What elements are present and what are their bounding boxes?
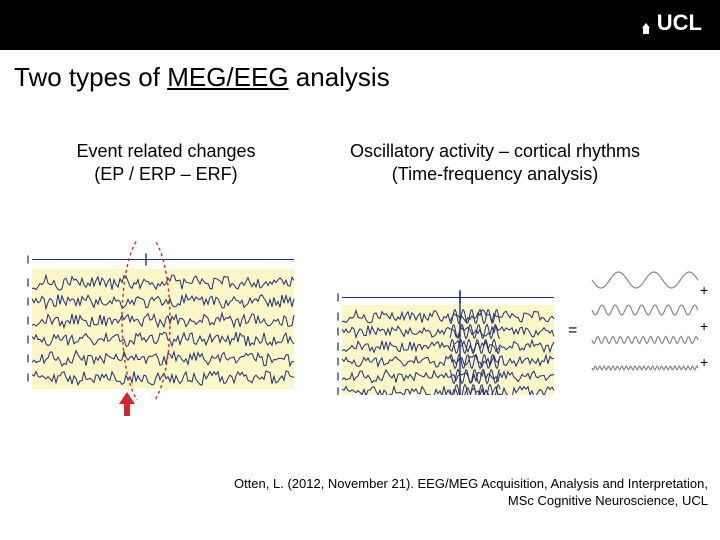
sub-right-2: (Time-frequency analysis) [330, 163, 660, 186]
subtitle-right: Oscillatory activity – cortical rhythms … [330, 140, 660, 185]
plus-1: + [700, 282, 708, 298]
sub-left-2: (EP / ERP – ERF) [36, 163, 296, 186]
event-arrow-icon [116, 390, 138, 418]
title-part-b: MEG/EEG [167, 62, 288, 92]
citation-1: Otten, L. (2012, November 21). EEG/MEG A… [234, 475, 708, 493]
eeg-chart-mid [330, 280, 560, 395]
subtitle-left: Event related changes (EP / ERP – ERF) [36, 140, 296, 185]
citation: Otten, L. (2012, November 21). EEG/MEG A… [234, 475, 708, 510]
dome-icon [639, 16, 653, 30]
header-bar: UCL [0, 0, 720, 50]
sub-right-1: Oscillatory activity – cortical rhythms [330, 140, 660, 163]
equals-sign: = [568, 322, 577, 340]
ucl-logo: UCL [639, 10, 702, 36]
title-part-c: analysis [289, 62, 390, 92]
wave-decomposition [590, 268, 700, 388]
eeg-chart-left [20, 240, 300, 400]
citation-2: MSc Cognitive Neuroscience, UCL [234, 492, 708, 510]
plus-3: + [700, 354, 708, 370]
title-part-a: Two types of [14, 62, 167, 92]
plus-2: + [700, 318, 708, 334]
sub-left-1: Event related changes [36, 140, 296, 163]
page-title: Two types of MEG/EEG analysis [14, 62, 390, 93]
logo-text: UCL [657, 10, 702, 36]
